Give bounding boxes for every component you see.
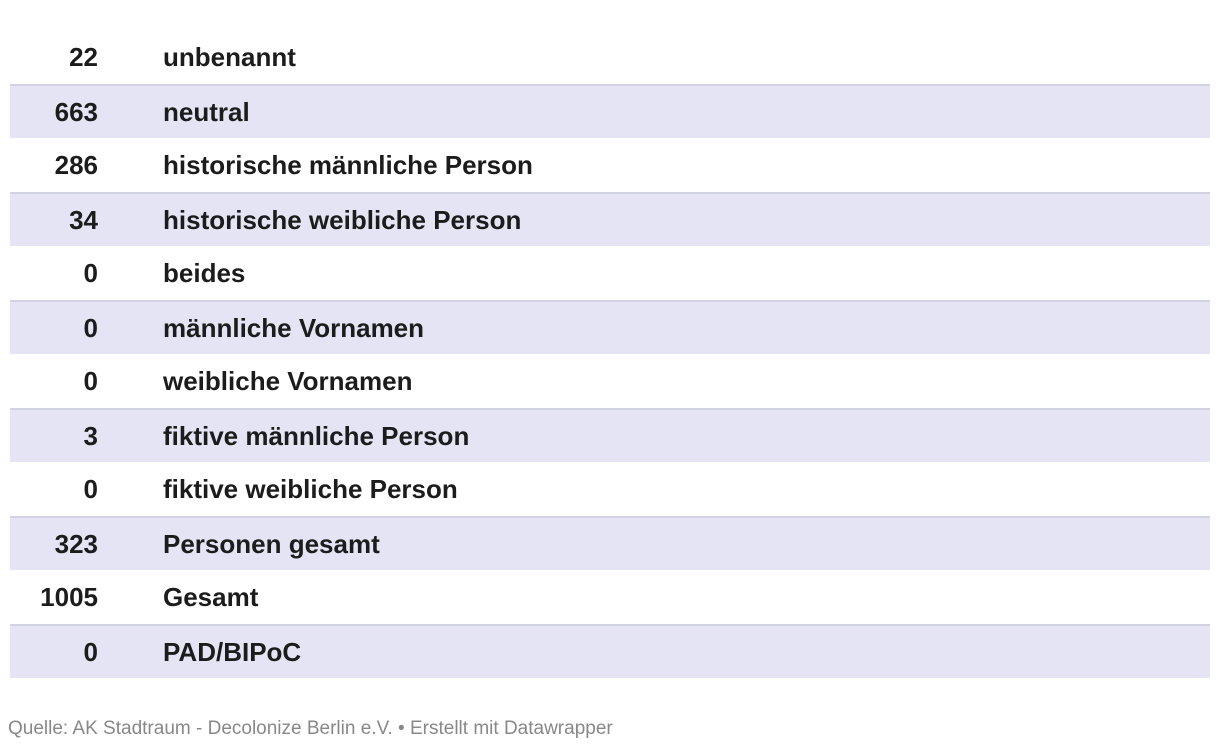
table-row: 286 historische männliche Person	[10, 138, 1210, 192]
row-value: 323	[54, 529, 98, 559]
table-row: 0 weibliche Vornamen	[10, 354, 1210, 408]
table-row: 0 PAD/BIPoC	[10, 624, 1210, 678]
row-label: weibliche Vornamen	[163, 366, 413, 396]
table-row: 323 Personen gesamt	[10, 516, 1210, 570]
row-label: Personen gesamt	[163, 529, 380, 559]
row-value: 0	[83, 313, 98, 343]
row-value: 0	[83, 637, 98, 667]
row-label: fiktive männliche Person	[163, 421, 470, 451]
row-label: neutral	[163, 97, 250, 127]
row-label: unbenannt	[163, 42, 296, 72]
table-row: 663 neutral	[10, 84, 1210, 138]
table-row: 22 unbenannt	[10, 30, 1210, 84]
row-label: PAD/BIPoC	[163, 637, 302, 667]
row-label: männliche Vornamen	[163, 313, 425, 343]
row-value: 0	[83, 366, 98, 396]
table-row: 0 fiktive weibliche Person	[10, 462, 1210, 516]
row-value: 286	[54, 150, 98, 180]
table-row: 1005 Gesamt	[10, 570, 1210, 624]
row-label: Gesamt	[163, 582, 259, 612]
table-row: 34 historische weibliche Person	[10, 192, 1210, 246]
row-label: beides	[163, 258, 246, 288]
row-label: fiktive weibliche Person	[163, 474, 458, 504]
row-label: historische männliche Person	[163, 150, 533, 180]
table-row: 3 fiktive männliche Person	[10, 408, 1210, 462]
data-table: 22 unbenannt 663 neutral 286 historische…	[10, 30, 1210, 678]
row-value: 1005	[40, 582, 98, 612]
row-value: 0	[83, 258, 98, 288]
row-value: 3	[83, 421, 98, 451]
row-value: 22	[69, 42, 98, 72]
row-value: 0	[83, 474, 98, 504]
row-label: historische weibliche Person	[163, 205, 522, 235]
row-value: 663	[54, 97, 98, 127]
row-value: 34	[69, 205, 98, 235]
source-attribution: Quelle: AK Stadtraum - Decolonize Berlin…	[8, 718, 613, 739]
table-row: 0 männliche Vornamen	[10, 300, 1210, 354]
table-row: 0 beides	[10, 246, 1210, 300]
